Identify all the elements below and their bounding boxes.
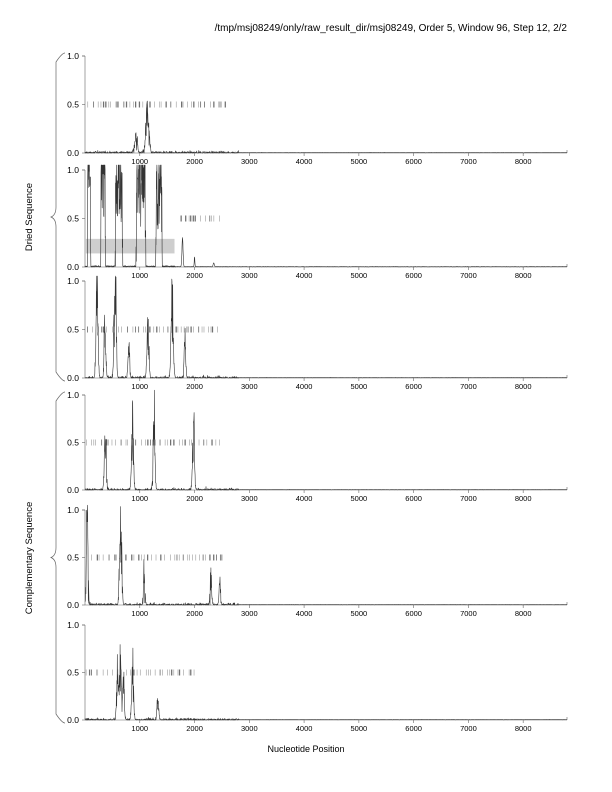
svg-text:1000: 1000: [131, 724, 148, 733]
svg-text:3000: 3000: [241, 494, 258, 503]
svg-text:2000: 2000: [186, 157, 203, 166]
svg-text:3000: 3000: [241, 382, 258, 391]
svg-text:6000: 6000: [405, 609, 422, 618]
svg-text:1.0: 1.0: [67, 620, 79, 630]
svg-text:0.0: 0.0: [67, 715, 79, 725]
svg-text:3000: 3000: [241, 271, 258, 280]
svg-text:1000: 1000: [131, 609, 148, 618]
svg-text:5000: 5000: [351, 271, 368, 280]
svg-text:7000: 7000: [460, 382, 477, 391]
svg-text:8000: 8000: [515, 724, 532, 733]
svg-text:0.5: 0.5: [67, 214, 79, 224]
svg-text:0.0: 0.0: [67, 485, 79, 495]
svg-text:8000: 8000: [515, 494, 532, 503]
svg-text:7000: 7000: [460, 609, 477, 618]
svg-text:2000: 2000: [186, 609, 203, 618]
svg-text:0.0: 0.0: [67, 600, 79, 610]
svg-text:4000: 4000: [296, 271, 313, 280]
svg-text:1000: 1000: [131, 382, 148, 391]
svg-text:7000: 7000: [460, 271, 477, 280]
svg-text:8000: 8000: [515, 271, 532, 280]
svg-text:2000: 2000: [186, 724, 203, 733]
svg-text:7000: 7000: [460, 724, 477, 733]
svg-text:5000: 5000: [351, 157, 368, 166]
svg-text:0.5: 0.5: [67, 100, 79, 110]
svg-text:6000: 6000: [405, 494, 422, 503]
svg-text:0.5: 0.5: [67, 553, 79, 563]
svg-text:5000: 5000: [351, 494, 368, 503]
svg-text:4000: 4000: [296, 724, 313, 733]
svg-text:8000: 8000: [515, 609, 532, 618]
svg-text:4000: 4000: [296, 157, 313, 166]
svg-text:1000: 1000: [131, 157, 148, 166]
svg-text:6000: 6000: [405, 271, 422, 280]
svg-text:3000: 3000: [241, 157, 258, 166]
svg-text:5000: 5000: [351, 382, 368, 391]
svg-text:4000: 4000: [296, 494, 313, 503]
svg-text:0.5: 0.5: [67, 668, 79, 678]
svg-text:1000: 1000: [131, 494, 148, 503]
svg-text:5000: 5000: [351, 724, 368, 733]
svg-text:2000: 2000: [186, 382, 203, 391]
svg-text:3000: 3000: [241, 609, 258, 618]
svg-text:6000: 6000: [405, 157, 422, 166]
svg-text:1.0: 1.0: [67, 276, 79, 286]
svg-text:1.0: 1.0: [67, 390, 79, 400]
svg-text:1.0: 1.0: [67, 165, 79, 175]
svg-text:5000: 5000: [351, 609, 368, 618]
svg-text:0.0: 0.0: [67, 262, 79, 272]
svg-text:2000: 2000: [186, 271, 203, 280]
svg-text:0.0: 0.0: [67, 148, 79, 158]
svg-text:8000: 8000: [515, 382, 532, 391]
svg-text:1000: 1000: [131, 271, 148, 280]
svg-text:2000: 2000: [186, 494, 203, 503]
svg-text:6000: 6000: [405, 382, 422, 391]
svg-text:3000: 3000: [241, 724, 258, 733]
svg-text:8000: 8000: [515, 157, 532, 166]
svg-text:0.0: 0.0: [67, 373, 79, 383]
svg-text:7000: 7000: [460, 494, 477, 503]
svg-text:0.5: 0.5: [67, 325, 79, 335]
svg-text:1.0: 1.0: [67, 51, 79, 61]
svg-text:4000: 4000: [296, 609, 313, 618]
svg-text:1.0: 1.0: [67, 505, 79, 515]
svg-text:7000: 7000: [460, 157, 477, 166]
svg-text:6000: 6000: [405, 724, 422, 733]
svg-text:4000: 4000: [296, 382, 313, 391]
svg-text:0.5: 0.5: [67, 438, 79, 448]
